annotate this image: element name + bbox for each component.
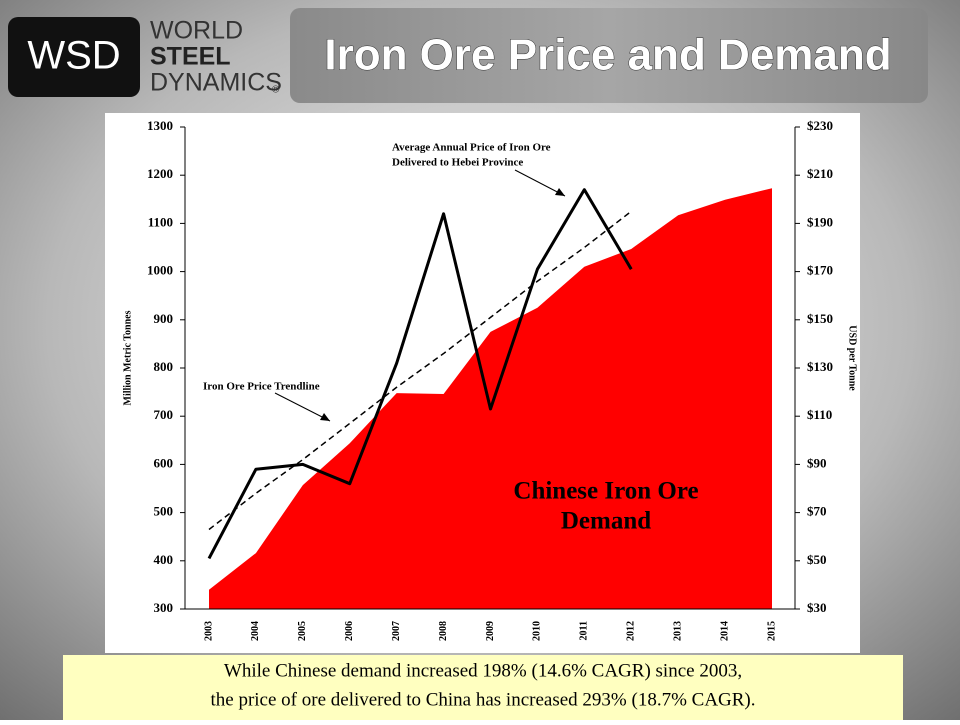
y-tick-label: 500 bbox=[154, 504, 174, 519]
y-tick-label: 800 bbox=[154, 359, 174, 374]
y2-tick-label: $190 bbox=[807, 214, 833, 229]
y-tick-label: 400 bbox=[154, 552, 174, 567]
annotation: Delivered to Hebei Province bbox=[392, 157, 523, 169]
y-tick-label: 600 bbox=[154, 455, 174, 470]
y-tick-label: 900 bbox=[154, 311, 174, 326]
price-line bbox=[207, 188, 633, 560]
y-axis-label: Million Metric Tonnes bbox=[122, 310, 133, 405]
caption: While Chinese demand increased 198% (14.… bbox=[224, 660, 742, 681]
x-tick-label: 2013 bbox=[672, 621, 683, 641]
x-tick-label: 2009 bbox=[485, 621, 496, 641]
logo-word: DYNAMICS bbox=[150, 69, 282, 97]
logo-word: STEEL bbox=[150, 43, 231, 71]
x-tick-label: 2014 bbox=[719, 621, 730, 641]
x-tick-label: 2006 bbox=[344, 621, 355, 641]
x-tick-label: 2011 bbox=[579, 621, 590, 640]
x-tick-label: 2005 bbox=[297, 621, 308, 641]
annotation: Average Annual Price of Iron Ore bbox=[392, 142, 551, 154]
x-tick-label: 2010 bbox=[532, 621, 543, 641]
annotation-arrow bbox=[514, 169, 566, 197]
x-tick-label: 2008 bbox=[438, 621, 449, 641]
y2-tick-label: $30 bbox=[807, 600, 827, 615]
caption: the price of ore delivered to China has … bbox=[210, 689, 755, 710]
arrow-head bbox=[320, 413, 330, 421]
y2-tick-label: $90 bbox=[807, 455, 827, 470]
y-tick-label: 700 bbox=[154, 407, 174, 422]
y-tick-label: 1300 bbox=[147, 118, 173, 133]
demand-label: Demand bbox=[561, 508, 651, 535]
y2-tick-label: $150 bbox=[807, 311, 833, 326]
y-tick-label: 1000 bbox=[147, 263, 173, 278]
logo-word: WORLD bbox=[150, 17, 243, 45]
x-tick-label: 2015 bbox=[766, 621, 777, 641]
annotation: Iron Ore Price Trendline bbox=[203, 381, 320, 393]
y2-tick-label: $130 bbox=[807, 359, 833, 374]
y2-tick-label: $70 bbox=[807, 504, 827, 519]
plot: 300 400 500 600 700 800 900 1000 1100 1200 1300 $30… bbox=[122, 118, 857, 641]
y2-axis-label: USD per Tonne bbox=[847, 325, 858, 391]
title-banner bbox=[290, 8, 928, 103]
y-tick-label: 1100 bbox=[148, 214, 173, 229]
annotation-arrow bbox=[274, 392, 331, 422]
y2-tick-label: $210 bbox=[807, 166, 833, 181]
y2-tick-label: $230 bbox=[807, 118, 833, 133]
x-tick-label: 2012 bbox=[626, 621, 637, 641]
y-tick-label: 300 bbox=[154, 600, 174, 615]
demand-label: Chinese Iron Ore bbox=[513, 478, 698, 505]
logo-box bbox=[8, 17, 140, 97]
logo-mark: ® bbox=[272, 85, 280, 96]
y2-tick-label: $110 bbox=[807, 407, 832, 422]
trend-line bbox=[208, 210, 632, 531]
caption-box bbox=[63, 655, 903, 720]
x-tick-label: 2004 bbox=[250, 621, 261, 641]
demand-area bbox=[209, 188, 772, 610]
y-tick-label: 1200 bbox=[147, 166, 173, 181]
x-tick-label: 2007 bbox=[391, 621, 402, 641]
x-tick-label: 2003 bbox=[203, 621, 214, 641]
logo-abbr: WSD bbox=[27, 34, 120, 78]
slide-title: Iron Ore Price and Demand bbox=[324, 31, 891, 80]
y2-tick-label: $170 bbox=[807, 263, 833, 278]
y2-tick-label: $50 bbox=[807, 552, 827, 567]
arrow-head bbox=[555, 188, 565, 196]
